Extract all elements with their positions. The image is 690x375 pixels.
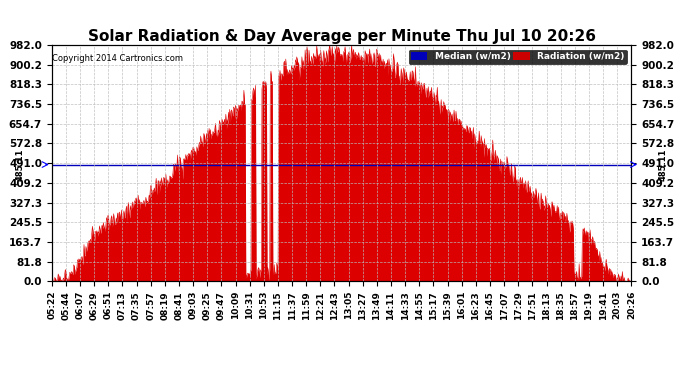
Text: Copyright 2014 Cartronics.com: Copyright 2014 Cartronics.com	[52, 54, 184, 63]
Title: Solar Radiation & Day Average per Minute Thu Jul 10 20:26: Solar Radiation & Day Average per Minute…	[88, 29, 595, 44]
Legend: Median (w/m2), Radiation (w/m2): Median (w/m2), Radiation (w/m2)	[408, 50, 627, 64]
Text: 485.11: 485.11	[15, 148, 24, 181]
Text: 485.11: 485.11	[659, 148, 668, 181]
